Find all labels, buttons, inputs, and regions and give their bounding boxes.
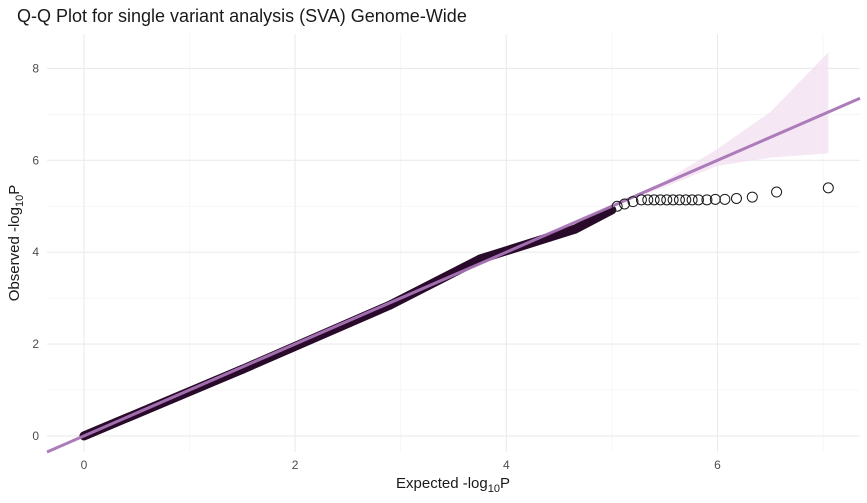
y-tick-label: 8: [32, 61, 39, 75]
x-tick-label: 6: [714, 458, 721, 472]
grid: [47, 34, 860, 452]
x-axis-title-main: Expected -log: [396, 475, 488, 492]
data-point: [619, 198, 631, 210]
data-point: [822, 182, 834, 194]
y-tick-label: 0: [32, 429, 39, 443]
data-point: [667, 194, 679, 206]
x-tick-label: 4: [503, 458, 510, 472]
data-point: [635, 194, 647, 206]
x-tick-label: 0: [81, 458, 88, 472]
data-point: [686, 194, 698, 206]
chart-title: Q-Q Plot for single variant analysis (SV…: [17, 6, 467, 26]
data-point: [692, 194, 704, 206]
points-layer: [611, 182, 834, 212]
data-point: [701, 194, 713, 206]
data-point: [719, 193, 731, 205]
y-axis-title-sub: 10: [14, 195, 26, 207]
data-point: [654, 194, 666, 206]
data-point: [661, 194, 673, 206]
y-axis-title-main: Observed -log: [6, 207, 23, 301]
x-axis-title-suffix: P: [500, 475, 510, 492]
data-point: [648, 194, 660, 206]
tick-labels: 0 2 4 6 0 2 4 6 8: [32, 61, 721, 472]
confidence-band-layer: [611, 52, 829, 207]
data-point: [627, 196, 639, 208]
data-point: [746, 191, 758, 203]
data-point: [673, 194, 685, 206]
data-point: [642, 194, 654, 206]
x-tick-label: 2: [292, 458, 299, 472]
y-tick-label: 4: [32, 245, 39, 259]
y-axis-title: Observed -log10P: [6, 185, 26, 301]
data-point: [680, 194, 692, 206]
y-tick-label: 2: [32, 337, 39, 351]
dense-points-segment: [570, 205, 617, 234]
data-point: [730, 192, 742, 204]
y-tick-label: 6: [32, 153, 39, 167]
dense-points-segment: [237, 300, 395, 374]
confidence-band: [611, 52, 829, 207]
fit-line: [46, 96, 861, 454]
fit-line-layer: [46, 96, 861, 454]
x-axis-title-sub: 10: [488, 483, 500, 495]
data-point: [771, 186, 783, 198]
y-axis-title-suffix: P: [6, 185, 23, 195]
data-point: [611, 200, 623, 212]
x-axis-title: Expected -log10P: [396, 475, 510, 495]
